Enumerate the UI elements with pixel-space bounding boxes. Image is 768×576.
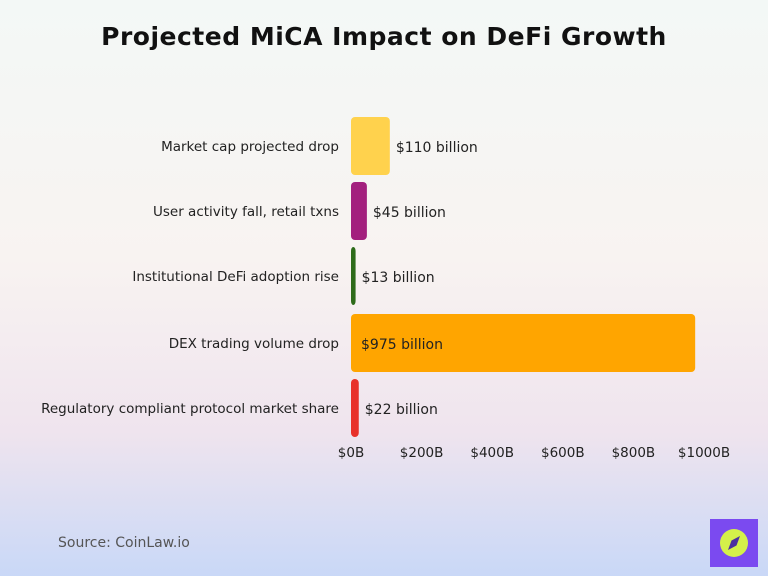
source-text: Source: CoinLaw.io bbox=[58, 535, 190, 551]
x-tick-label: $1000B bbox=[678, 445, 730, 461]
category-label: User activity fall, retail txns bbox=[153, 204, 339, 220]
value-label: $13 billion bbox=[362, 270, 435, 286]
value-label: $22 billion bbox=[365, 402, 438, 418]
category-label: Regulatory compliant protocol market sha… bbox=[41, 401, 339, 417]
value-label: $45 billion bbox=[373, 205, 446, 221]
x-tick-label: $0B bbox=[338, 445, 364, 461]
value-label: $975 billion bbox=[361, 337, 443, 353]
logo bbox=[710, 519, 758, 567]
compass-icon bbox=[720, 529, 748, 557]
x-tick-label: $200B bbox=[400, 445, 444, 461]
bar bbox=[351, 379, 359, 437]
category-label: Institutional DeFi adoption rise bbox=[132, 269, 339, 285]
bar bbox=[351, 117, 390, 175]
bar bbox=[351, 182, 367, 240]
bar bbox=[351, 247, 356, 305]
bar bbox=[351, 314, 696, 372]
x-tick-label: $800B bbox=[612, 445, 656, 461]
value-label: $110 billion bbox=[396, 140, 478, 156]
x-tick-label: $400B bbox=[470, 445, 514, 461]
chart-title: Projected MiCA Impact on DeFi Growth bbox=[101, 22, 667, 51]
category-label: DEX trading volume drop bbox=[169, 336, 339, 352]
category-label: Market cap projected drop bbox=[161, 139, 339, 155]
x-tick-label: $600B bbox=[541, 445, 585, 461]
